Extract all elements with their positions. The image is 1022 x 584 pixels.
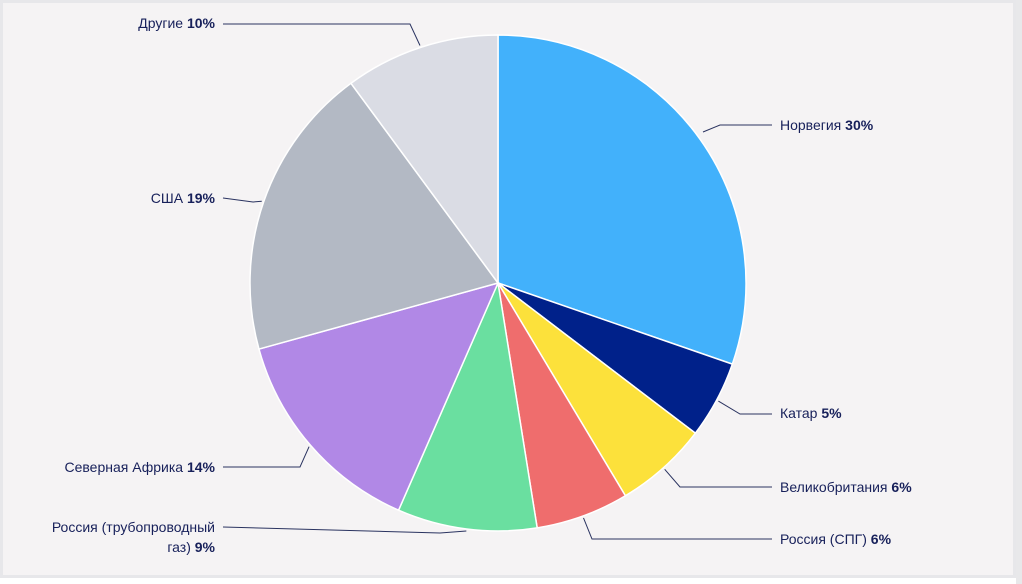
pie-slice-8 [349,34,499,286]
pie-slice-1 [497,34,747,366]
slice-label-5-line-1: Россия (трубопроводный [52,519,215,535]
leader-line-7 [222,197,262,203]
leader-line-4 [583,517,772,540]
leader-line-5 [222,526,467,534]
slice-label-4: Россия (СПГ) 6% [780,531,892,547]
leader-line-6 [223,446,310,468]
leader-line-3 [664,468,772,488]
scrollbar[interactable] [1016,0,1022,584]
slice-label-6: Северная Африка 14% [65,459,216,475]
leader-line-1 [702,124,772,133]
leader-line-2 [718,400,772,415]
leader-line-8 [223,23,421,46]
slice-label-3: Великобритания 6% [780,479,912,495]
slice-label-8: Другие 10% [138,15,215,31]
slice-label-5-line-2: газ) 9% [167,539,215,555]
slice-label-7: США 19% [151,190,216,206]
slice-label-1: Норвегия 30% [780,117,874,133]
slice-label-2: Катар 5% [780,405,842,421]
pie-slice-6 [258,281,500,512]
pie-slice-7 [249,82,500,351]
pie-slice-5 [397,280,539,532]
